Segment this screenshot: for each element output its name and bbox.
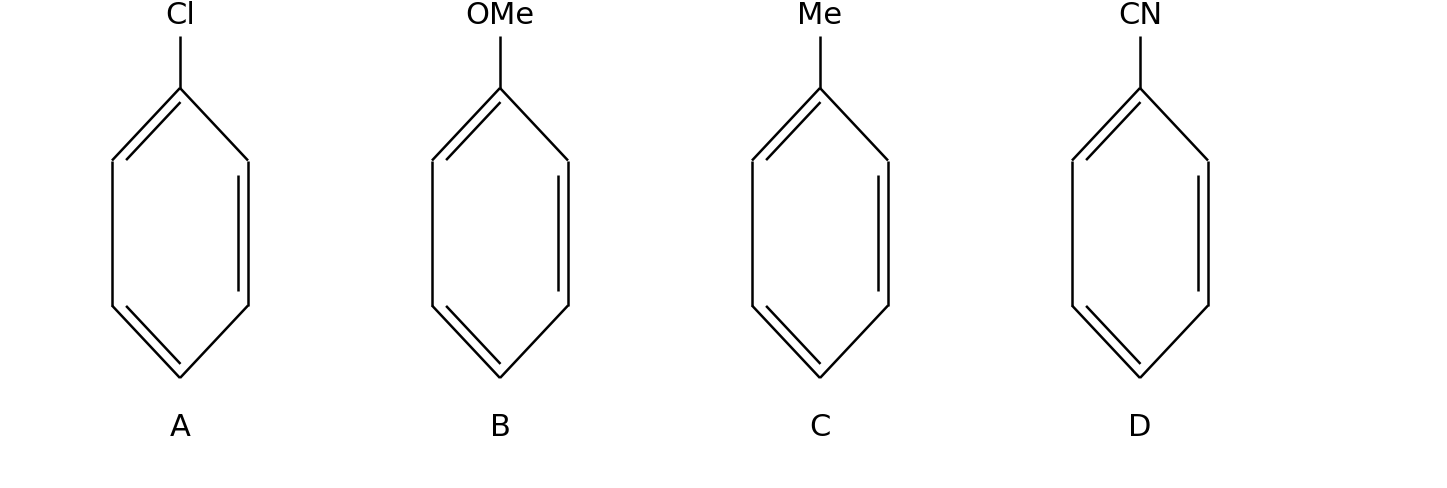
Text: Cl: Cl [165,1,195,30]
Text: C: C [809,413,831,442]
Text: CN: CN [1119,1,1162,30]
Text: Me: Me [797,1,842,30]
Text: OMe: OMe [466,1,534,30]
Text: B: B [489,413,511,442]
Text: A: A [169,413,191,442]
Text: D: D [1129,413,1152,442]
